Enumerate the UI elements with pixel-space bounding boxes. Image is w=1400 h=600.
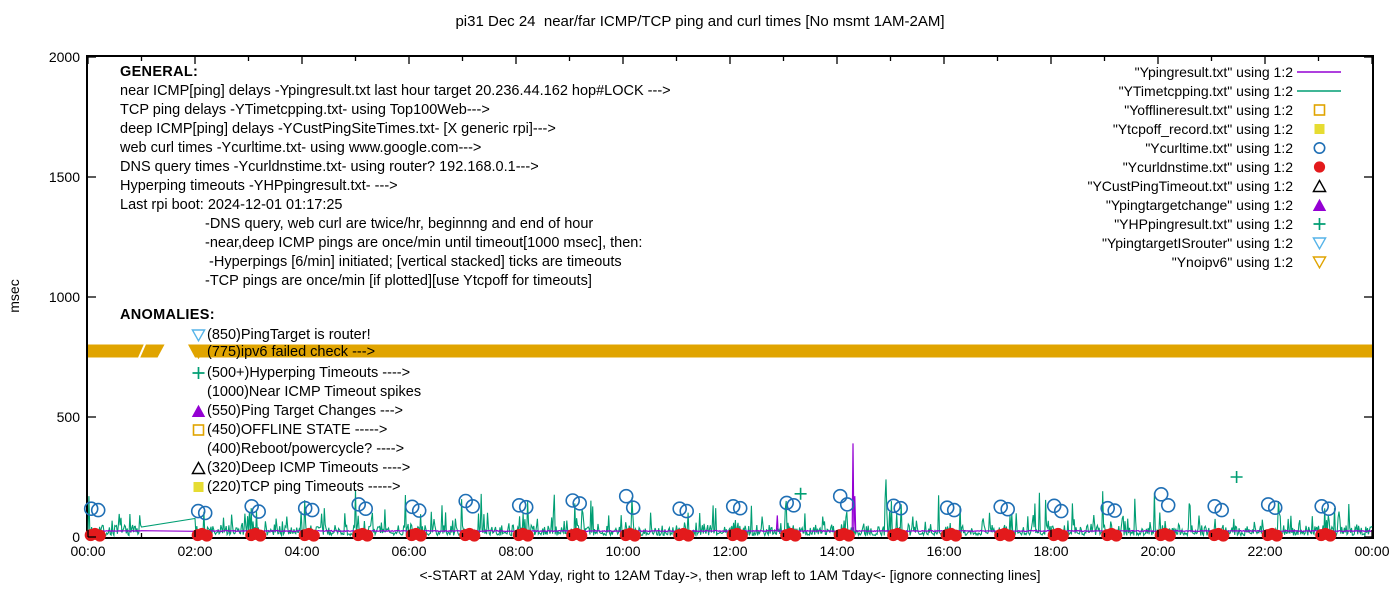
legend-item-label: "YHPpingresult.txt" using 1:2: [1114, 216, 1293, 232]
anomaly-item: (550)Ping Target Changes --->: [190, 403, 403, 419]
square-filled-anomaly-marker-icon: [190, 480, 206, 494]
anomaly-item: (500+)Hyperping Timeouts ---->: [190, 365, 410, 381]
legend-item-label: "Ypingresult.txt" using 1:2: [1134, 64, 1293, 80]
legend-item-label: "Ycurltime.txt" using 1:2: [1145, 140, 1293, 156]
anomaly-item: (1000)Near ICMP Timeout spikes: [190, 384, 421, 400]
legend-item: "YCustPingTimeout.txt" using 1:2: [1087, 178, 1345, 194]
x-tick-label: 00:00: [70, 543, 106, 559]
legend-item-label: "Ycurldnstime.txt" using 1:2: [1122, 159, 1293, 175]
legend-item: "Yofflineresult.txt" using 1:2: [1124, 102, 1345, 118]
annotation-line: Hyperping timeouts -YHPpingresult.txt- -…: [120, 178, 398, 194]
x-tick-label: 04:00: [284, 543, 320, 559]
square-open-legend-marker-icon: [1293, 103, 1345, 117]
anomaly-item-label: (500+)Hyperping Timeouts ---->: [207, 365, 411, 381]
plus-anomaly-marker-icon: [190, 366, 206, 380]
legend-item-label: "YTimetcpping.txt" using 1:2: [1118, 83, 1293, 99]
anomaly-item: (220)TCP ping Timeouts ----->: [190, 479, 401, 495]
legend-item: "Ypingresult.txt" using 1:2: [1135, 64, 1345, 80]
line-legend-marker-icon: [1293, 65, 1345, 79]
triangle-down-open-anomaly-marker-icon: [190, 328, 206, 342]
y-tick-label: 0: [72, 529, 80, 545]
legend-item: "YTimetcpping.txt" using 1:2: [1119, 83, 1345, 99]
y-tick-label: 2000: [48, 49, 80, 65]
anomaly-item-label: (1000)Near ICMP Timeout spikes: [207, 384, 422, 400]
triangle-up-filled-anomaly-marker-icon: [190, 404, 206, 418]
anomaly-item-label: (320)Deep ICMP Timeouts ---->: [207, 460, 411, 476]
legend-item-label: "Ynoipv6" using 1:2: [1171, 254, 1293, 270]
triangle-down-open-anomaly-marker-icon: [190, 345, 206, 359]
triangle-up-open-anomaly-marker-icon: [190, 461, 206, 475]
legend-item: "Ytcpoff_record.txt" using 1:2: [1113, 121, 1345, 137]
x-tick-label: 06:00: [391, 543, 427, 559]
anomaly-item-label: (850)PingTarget is router!: [207, 327, 371, 343]
square-filled-legend-marker-icon: [1293, 122, 1345, 136]
x-tick-label: 00:00: [1354, 543, 1390, 559]
anomaly-item-label: (775)ipv6 failed check --->: [207, 344, 376, 360]
legend-item-label: "YpingtargetISrouter" using 1:2: [1101, 235, 1293, 251]
anomaly-marker-spacer: [190, 442, 206, 456]
y-tick-label: 500: [56, 409, 80, 425]
x-axis-caption: <-START at 2AM Yday, right to 12AM Tday-…: [419, 567, 1041, 583]
anomaly-item-label: (450)OFFLINE STATE ----->: [207, 422, 388, 438]
triangle-up-filled-legend-marker-icon: [1293, 198, 1345, 212]
annotation-line: Last rpi boot: 2024-12-01 01:17:25: [120, 197, 343, 213]
x-tick-label: 10:00: [605, 543, 641, 559]
triangle-up-open-legend-marker-icon: [1293, 179, 1345, 193]
annotation-header: ANOMALIES:: [120, 307, 215, 323]
anomaly-item: (400)Reboot/powercycle? ---->: [190, 441, 404, 457]
legend-item: "Ypingtargetchange" using 1:2: [1106, 197, 1345, 213]
anomaly-item: (775)ipv6 failed check --->: [190, 344, 375, 360]
legend-item: "YHPpingresult.txt" using 1:2: [1114, 216, 1345, 232]
annotation-line: deep ICMP[ping] delays -YCustPingSiteTim…: [120, 121, 556, 137]
plot-area: [83, 56, 1373, 542]
legend-item-label: "YCustPingTimeout.txt" using 1:2: [1087, 178, 1293, 194]
anomaly-item-label: (220)TCP ping Timeouts ----->: [207, 479, 401, 495]
annotation-line: web curl times -Ycurltime.txt- using www…: [120, 140, 482, 156]
anomaly-item-label: (550)Ping Target Changes --->: [207, 403, 403, 419]
anomaly-item-label: (400)Reboot/powercycle? ---->: [207, 441, 405, 457]
circle-filled-legend-marker-icon: [1293, 160, 1345, 174]
x-tick-label: 20:00: [1140, 543, 1176, 559]
annotation-line: near ICMP[ping] delays -Ypingresult.txt …: [120, 83, 671, 99]
square-open-anomaly-marker-icon: [190, 423, 206, 437]
x-tick-label: 18:00: [1033, 543, 1069, 559]
annotation-line: -Hyperpings [6/min] initiated; [vertical…: [205, 254, 622, 270]
legend-item: "YpingtargetISrouter" using 1:2: [1102, 235, 1345, 251]
line-legend-marker-icon: [1293, 84, 1345, 98]
x-tick-label: 02:00: [177, 543, 213, 559]
annotation-line: -TCP pings are once/min [if plotted][use…: [205, 273, 592, 289]
plus-legend-marker-icon: [1293, 217, 1345, 231]
y-tick-label: 1500: [48, 169, 80, 185]
triangle-down-open-legend-marker-icon: [1293, 236, 1345, 250]
legend-item: "Ynoipv6" using 1:2: [1172, 254, 1345, 270]
x-tick-label: 08:00: [498, 543, 534, 559]
annotation-header: GENERAL:: [120, 64, 199, 80]
x-tick-label: 16:00: [926, 543, 962, 559]
x-tick-label: 14:00: [819, 543, 855, 559]
legend-item-label: "Ypingtargetchange" using 1:2: [1105, 197, 1293, 213]
x-tick-label: 12:00: [712, 543, 748, 559]
x-tick-label: 22:00: [1247, 543, 1283, 559]
triangle-down-open-legend-marker-icon: [1293, 255, 1345, 269]
annotation-line: -DNS query, web curl are twice/hr, begin…: [205, 216, 594, 232]
annotation-line: TCP ping delays -YTimetcpping.txt- using…: [120, 102, 490, 118]
anomaly-item: (450)OFFLINE STATE ----->: [190, 422, 387, 438]
annotation-line: DNS query times -Ycurldnstime.txt- using…: [120, 159, 539, 175]
annotation-line: -near,deep ICMP pings are once/min until…: [205, 235, 643, 251]
anomaly-marker-spacer: [190, 385, 206, 399]
chart-title: pi31 Dec 24 near/far ICMP/TCP ping and c…: [455, 13, 945, 30]
legend-item-label: "Ytcpoff_record.txt" using 1:2: [1112, 121, 1293, 137]
y-tick-label: 1000: [48, 289, 80, 305]
circle-open-legend-marker-icon: [1293, 141, 1345, 155]
anomaly-item: (320)Deep ICMP Timeouts ---->: [190, 460, 410, 476]
legend-item-label: "Yofflineresult.txt" using 1:2: [1124, 102, 1293, 118]
anomaly-item: (850)PingTarget is router!: [190, 327, 371, 343]
legend-item: "Ycurltime.txt" using 1:2: [1145, 140, 1345, 156]
legend-item: "Ycurldnstime.txt" using 1:2: [1123, 159, 1345, 175]
